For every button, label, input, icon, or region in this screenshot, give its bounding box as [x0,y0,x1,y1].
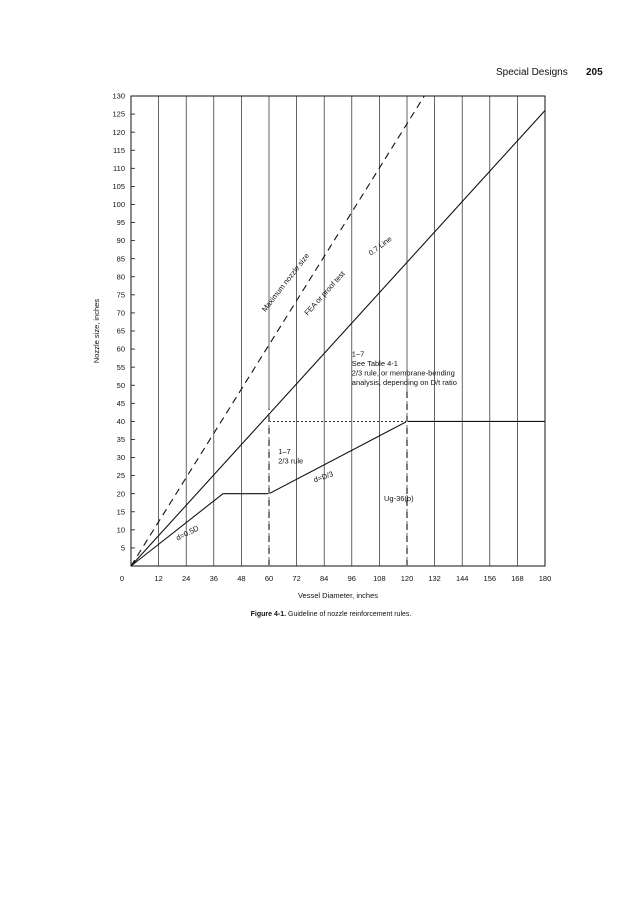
x-tick-label: 60 [265,574,273,583]
y-tick-label: 35 [117,435,125,444]
y-tick-label: 5 [121,544,125,553]
y-tick-label: 60 [117,345,125,354]
header-page-number: 205 [586,67,603,78]
x-tick-label: 156 [484,574,497,583]
chart-annotation: 1–7 2/3 rule [278,447,303,466]
series-line-0 [130,95,425,567]
x-tick-label: 24 [182,574,190,583]
x-tick-label: 180 [539,574,552,583]
x-tick-label: 132 [428,574,441,583]
y-tick-label: 95 [117,218,125,227]
y-tick-label: 85 [117,254,125,263]
chart-annotation-line: d=0.5D [174,523,200,542]
y-tick-label: 40 [117,417,125,426]
header-section-title: Special Designs [496,67,568,78]
x-tick-label: 144 [456,574,469,583]
x-axis-label: Vessel Diameter, inches [298,591,378,600]
y-tick-label: 30 [117,453,125,462]
chart-annotation-line: FEA or proof test [302,269,347,318]
x-tick-label: 12 [154,574,162,583]
y-tick-label: 75 [117,290,125,299]
chart-annotation-line: d=D/3 [312,469,334,484]
y-tick-label: 70 [117,309,125,318]
y-tick-label: 20 [117,489,125,498]
series-line-2 [130,420,545,567]
y-tick-label: 115 [113,146,125,155]
chart-annotation-line: analysis, depending on D/t ratio [352,378,457,387]
chart-annotation: Maximum nozzle size [260,251,311,313]
x-tick-label: 168 [511,574,524,583]
chart-annotation-line: Maximum nozzle size [260,251,311,313]
x-tick-label: 120 [401,574,414,583]
y-tick-label: 110 [113,164,125,173]
chart-annotation-line: 2/3 rule [278,456,303,465]
chart-annotation-line: See Table 4-1 [352,359,398,368]
chart-annotation: Ug-36(b) [384,494,414,503]
y-tick-label: 50 [117,381,125,390]
figure-number: Figure 4-1. [250,611,287,618]
chart-annotation-line: 0.7 Line [367,234,394,257]
y-tick-label: 105 [112,182,125,191]
series-line-1 [130,110,546,567]
nozzle-reinforcement-chart: 12 24 36 48 60 72 84 96 108 120 132 144 156 168 180 0 5 1… [92,92,552,600]
y-tick-label: 10 [117,525,125,534]
chart-annotation: 1–7 See Table 4-1 2/3 rule, or membrane-be… [352,349,457,387]
x-tick-label: 72 [292,574,300,583]
x-tick-label: 108 [373,574,386,583]
y-tick-label: 125 [112,110,125,119]
chart-annotation-line: Ug-36(b) [384,494,414,503]
y-tick-label: 120 [112,128,125,137]
figure-caption: Figure 4-1. Guideline of nozzle reinforc… [0,611,632,618]
x-tick-label: 96 [348,574,356,583]
y-tick-label: 45 [117,399,125,408]
y-tick-label: 25 [117,471,125,480]
y-tick-label: 100 [112,200,125,209]
chart-annotation: d=D/3 [312,469,334,484]
y-tick-label: 90 [117,236,125,245]
chart-annotation: FEA or proof test [302,269,347,318]
plot-frame [130,95,546,567]
origin-label: 0 [120,574,124,583]
y-tick-label: 55 [117,363,125,372]
x-tick-label: 84 [320,574,328,583]
y-axis-label: Nozzle size, inches [92,299,101,363]
y-tick-label: 130 [112,92,125,101]
chart-annotation-line: 2/3 rule, or membrane-bending [352,368,455,377]
chart-annotation-line: 1–7 [352,349,365,358]
y-tick-label: 65 [117,327,125,336]
x-tick-label: 36 [210,574,218,583]
x-tick-label: 48 [237,574,245,583]
chart-annotation-line: 1–7 [278,447,291,456]
figure-caption-text: Guideline of nozzle reinforcement rules. [288,611,412,618]
chart-annotation: 0.7 Line [367,234,394,257]
y-tick-label: 15 [117,507,125,516]
chart-annotation: d=0.5D [174,523,200,542]
y-tick-label: 80 [117,272,125,281]
